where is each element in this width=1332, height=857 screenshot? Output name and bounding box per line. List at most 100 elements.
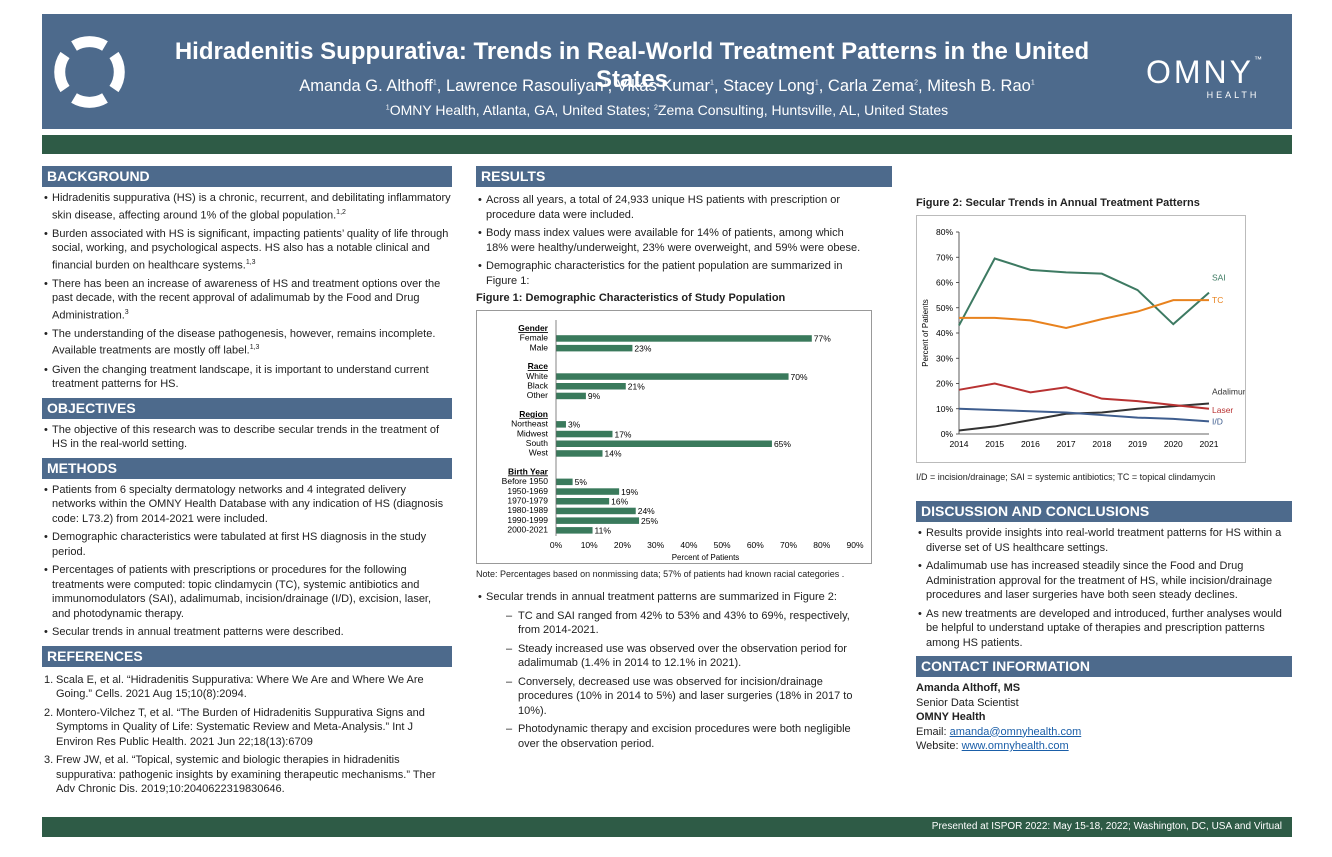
x-tick-label: 2018	[1092, 439, 1111, 449]
category-label: Before 1950	[502, 476, 549, 486]
y-tick-label: 50%	[936, 303, 953, 313]
bar	[556, 527, 593, 534]
background-heading: BACKGROUND	[42, 166, 452, 187]
results-list: Across all years, a total of 24,933 uniq…	[476, 193, 892, 288]
list-item: Burden associated with HS is significant…	[42, 227, 452, 273]
references-list: 1. Scala E, et al. “Hidradenitis Suppurat…	[42, 673, 452, 797]
ref-text: Frew JW, et al. “Topical, systemic and b…	[56, 754, 436, 796]
background-list: Hidradenitis suppurativa (HS) is a chron…	[42, 191, 452, 392]
discussion-list: Results provide insights into real-world…	[916, 526, 1292, 650]
data-label: 3%	[568, 420, 581, 430]
data-label: 70%	[791, 372, 808, 382]
y-tick-label: 80%	[936, 227, 953, 237]
citation-mark: 3	[124, 308, 129, 316]
bar	[556, 430, 613, 438]
ref-text: Scala E, et al. “Hidradenitis Suppurativ…	[56, 673, 424, 701]
list-item: The objective of this research was to de…	[42, 423, 452, 452]
x-tick-label: 2017	[1057, 439, 1076, 449]
references-heading: REFERENCES	[42, 645, 452, 667]
contact-role: Senior Data Scientist	[916, 696, 1019, 709]
data-label: 5%	[575, 477, 588, 487]
figure1-title: Figure 1: Demographic Characteristics of…	[476, 292, 786, 304]
logo-subtitle: HEALTH	[1206, 90, 1260, 100]
x-tick-label: 2019	[1128, 439, 1147, 449]
figure2-note: I/D = incision/drainage; SAI = systemic …	[916, 472, 1216, 482]
series-label: Laser	[1212, 405, 1233, 415]
bar	[556, 392, 586, 400]
author-name: Vikas Kumar	[616, 77, 711, 95]
author-affil-mark: 1	[814, 79, 819, 87]
objectives-heading: OBJECTIVES	[42, 397, 452, 419]
affil-text: Zema Consulting, Huntsville, AL, United …	[657, 102, 949, 118]
category-label: Female	[520, 333, 549, 343]
category-label: West	[529, 448, 549, 458]
x-tick-label: 2020	[1164, 439, 1183, 449]
omny-health-logo: OMNY™ HEALTH	[1133, 56, 1278, 101]
category-label: Other	[527, 390, 548, 400]
citation-mark: 1,3	[249, 344, 260, 352]
affil-text: OMNY Health, Atlanta, GA, United States;	[389, 102, 655, 118]
author-name: Carla Zema	[827, 77, 915, 95]
group-label: Race	[528, 361, 549, 371]
list-item: Percentages of patients with prescriptio…	[42, 563, 452, 621]
poster-header: Hidradenitis Suppurativa: Trends in Real…	[42, 14, 1292, 129]
x-axis-title: Percent of Patients	[672, 553, 740, 562]
y-tick-label: 30%	[936, 353, 953, 363]
x-tick-label: 0%	[550, 540, 563, 550]
bar	[556, 440, 772, 447]
sub-list-item: Photodynamic therapy and excision proced…	[506, 722, 862, 751]
bar	[556, 383, 626, 390]
category-label: 1950-1969	[507, 486, 548, 496]
x-tick-label: 90%	[846, 540, 863, 550]
list-item: There has been an increase of awareness …	[42, 277, 452, 323]
list-item: Results provide insights into real-world…	[916, 526, 1292, 555]
citation-mark: 1,2	[336, 208, 346, 216]
trend-sub-list: TC and SAI ranged from 42% to 53% and 43…	[476, 609, 892, 752]
data-label: 9%	[588, 391, 601, 401]
group-label: Gender	[518, 323, 548, 333]
data-label: 16%	[611, 497, 628, 507]
data-label: 25%	[641, 516, 658, 526]
sub-list-item: Steady increased use was observed over t…	[506, 642, 862, 671]
figure2-title: Figure 2: Secular Trends in Annual Treat…	[916, 197, 1200, 209]
left-column: BACKGROUND Hidradenitis suppurativa (HS)…	[42, 166, 452, 801]
objectives-list: The objective of this research was to de…	[42, 423, 452, 452]
list-item: Patients from 6 specialty dermatology ne…	[42, 483, 452, 527]
figure1-note: Note: Percentages based on nonmissing da…	[476, 569, 845, 579]
figure2-trends-chart: 0% 10% 20% 30% 40% 50% 60% 70% 80% 2014 2015 2016 20…	[916, 215, 1246, 463]
email-link[interactable]: amanda@omnyhealth.com	[949, 725, 1082, 738]
omny-ring-logo-icon	[54, 36, 125, 108]
data-label: 17%	[614, 429, 631, 439]
citation-mark: 1,3	[245, 258, 256, 266]
middle-column: RESULTS Across all years, a total of 24,…	[476, 166, 892, 755]
data-label: 65%	[774, 439, 791, 449]
series-label: Adalimumab	[1212, 386, 1246, 396]
author-affil-mark: 1	[432, 79, 437, 87]
author-name: Amanda G. Althoff	[299, 77, 433, 95]
list-item: Demographic characteristics were tabulat…	[42, 530, 452, 559]
x-tick-label: 2014	[950, 439, 969, 449]
author-list: Amanda G. Althoff1, Lawrence Rasouliyan1…	[299, 77, 1035, 95]
y-tick-label: 0%	[941, 429, 954, 439]
discussion-heading: DISCUSSION AND CONCLUSIONS	[916, 501, 1292, 522]
category-label: Northeast	[511, 419, 548, 429]
reference-item: 3. Frew JW, et al. “Topical, systemic and…	[42, 753, 452, 797]
category-label: 2000-2021	[507, 525, 548, 535]
y-tick-label: 20%	[936, 379, 953, 389]
bar	[556, 498, 610, 505]
reference-item: 2. Montero-Vilchez T, et al. “The Burden …	[42, 706, 452, 750]
list-item: Adalimumab use has increased steadily si…	[916, 559, 1292, 603]
list-item: The understanding of the disease pathoge…	[42, 327, 452, 359]
results-heading: RESULTS	[476, 166, 892, 187]
ref-number: 1.	[44, 673, 54, 686]
bar	[556, 517, 640, 524]
bar	[556, 507, 636, 515]
x-tick-label: 2016	[1021, 439, 1040, 449]
website-link[interactable]: www.omnyhealth.com	[961, 740, 1069, 752]
footer-band: Presented at ISPOR 2022: May 15-18, 2022…	[42, 817, 1292, 837]
author-affil-mark: 1	[710, 79, 714, 87]
series-line	[958, 382, 1210, 410]
list-item: Across all years, a total of 24,933 uniq…	[476, 193, 862, 222]
author-affil-mark: 1	[603, 79, 608, 87]
